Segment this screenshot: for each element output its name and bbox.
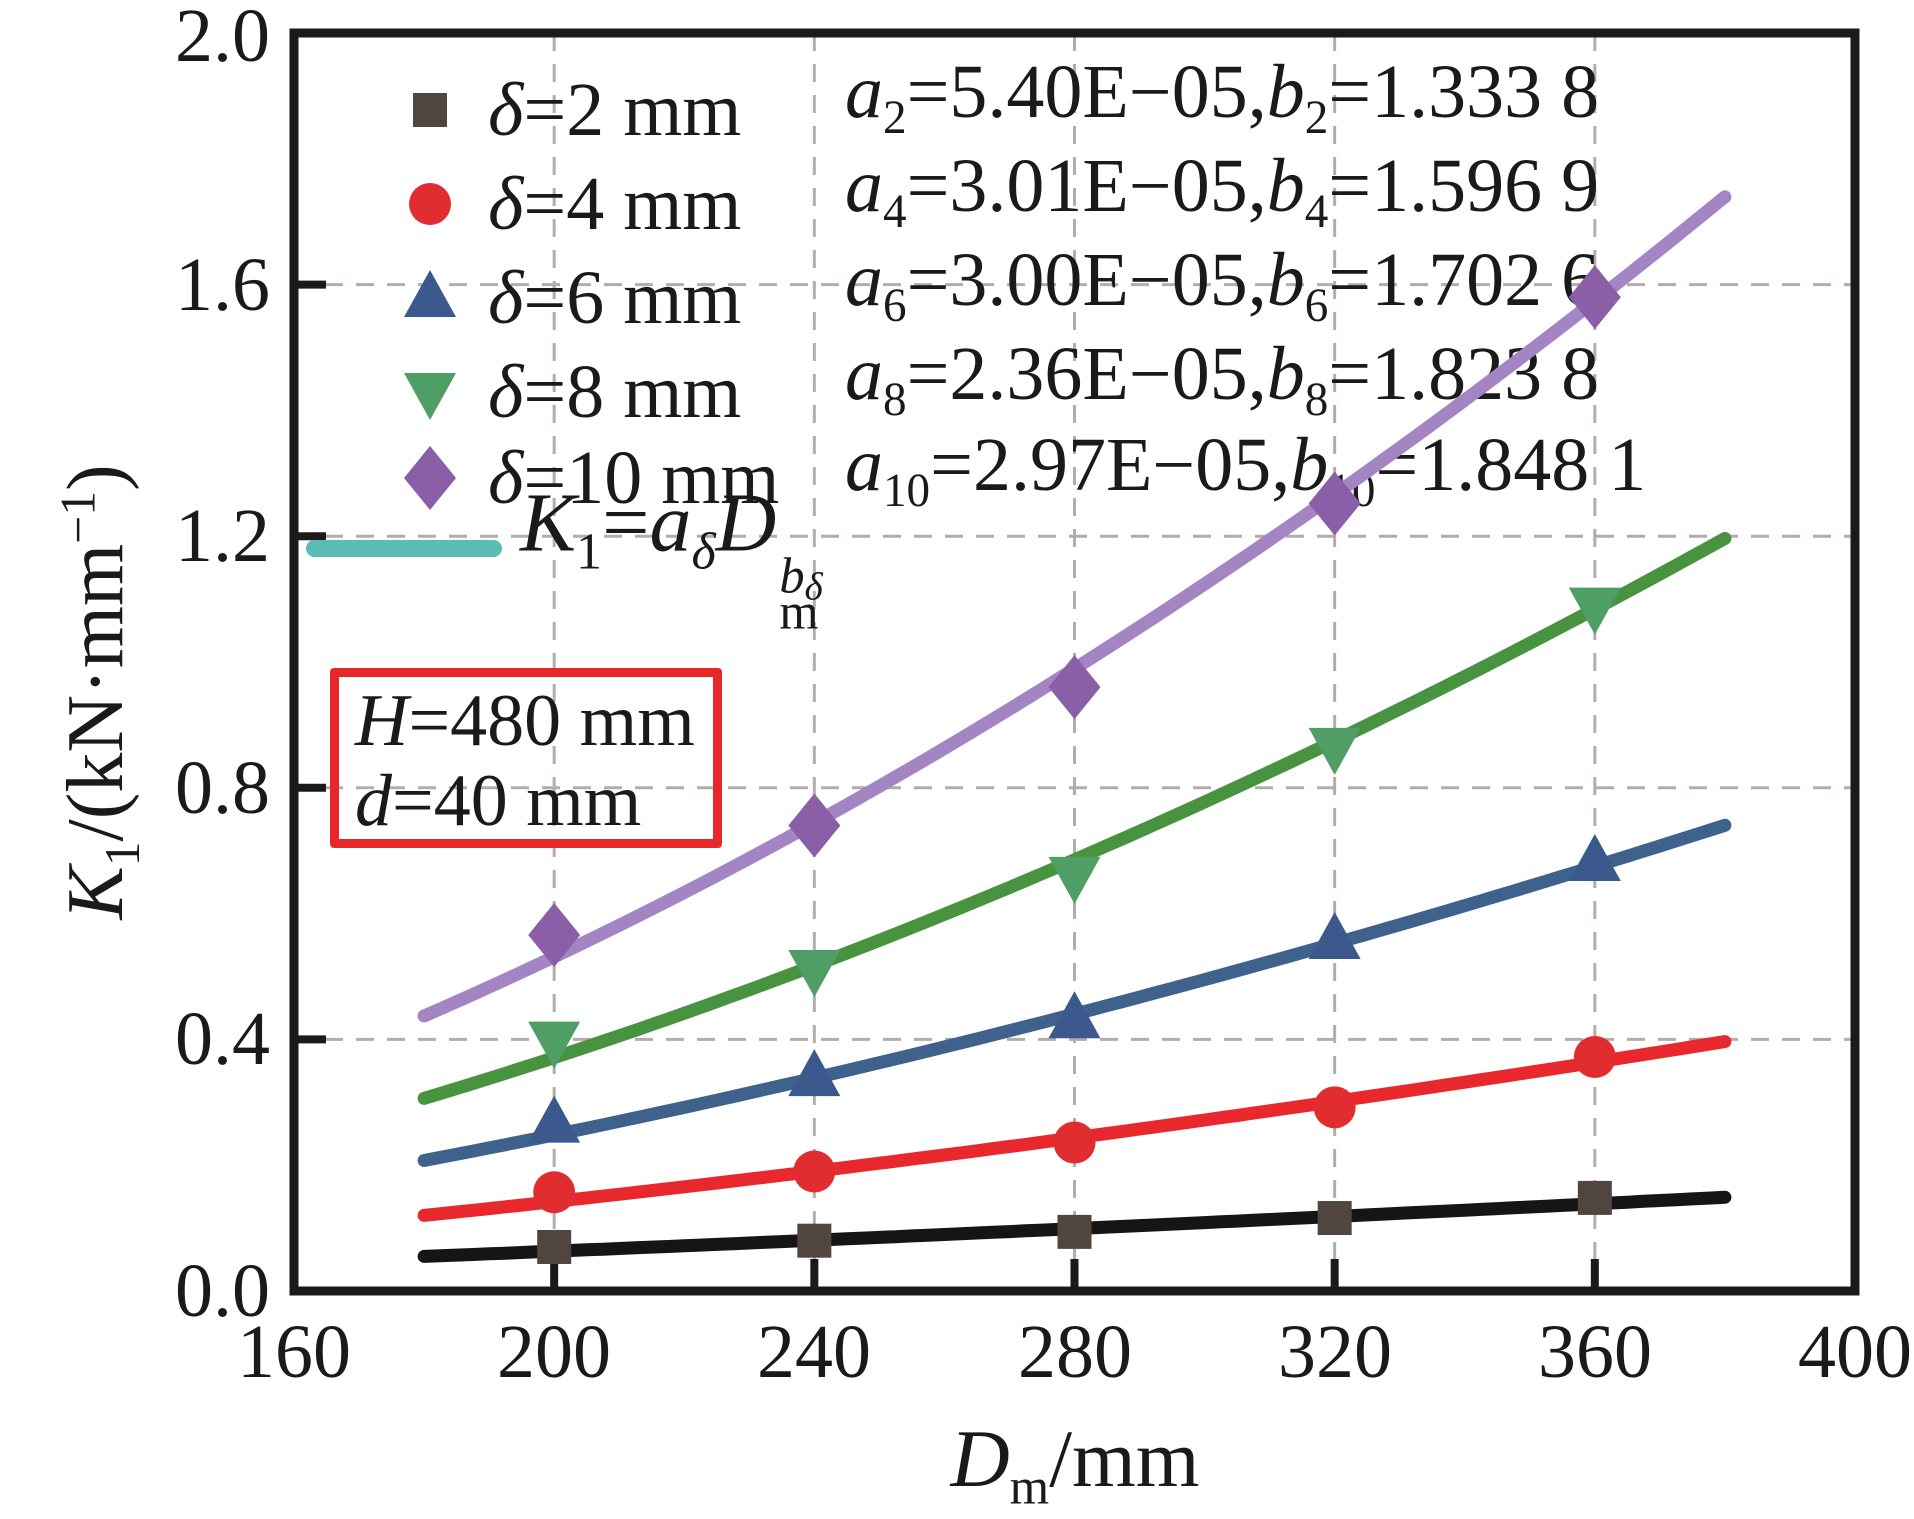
legend-marker-delta-8 <box>404 373 456 420</box>
data-point-delta-10 <box>1568 265 1621 330</box>
data-point-delta-2 <box>1317 1201 1352 1236</box>
data-point-delta-4 <box>1313 1086 1356 1129</box>
legend-marker-delta-2 <box>413 93 447 127</box>
data-point-delta-6 <box>1048 991 1101 1039</box>
fit-params-annotation-delta-2: a2=5.40E−05,b2=1.333 8 <box>845 54 1599 142</box>
ann-var: b <box>1266 144 1305 228</box>
fit-params-annotation-delta-8: a8=2.36E−05,b8=1.823 8 <box>845 336 1599 424</box>
ann-sub: 4 <box>1304 186 1329 239</box>
data-point-delta-10 <box>1048 655 1101 720</box>
data-point-delta-4 <box>1573 1036 1616 1079</box>
ann-value: =2.36E−05, <box>906 332 1267 416</box>
ann-value: =1.333 8 <box>1328 50 1600 134</box>
data-point-delta-8 <box>528 1021 581 1069</box>
ann-value: =5.40E−05, <box>906 50 1267 134</box>
ann-var: a <box>845 50 883 134</box>
ann-sub: 8 <box>883 374 907 427</box>
data-point-delta-2 <box>537 1229 572 1264</box>
data-point-delta-10 <box>528 902 581 967</box>
legend-marker-delta-4 <box>409 183 451 225</box>
data-point-delta-8 <box>788 949 841 997</box>
ann-sub: 8 <box>1304 374 1329 427</box>
ann-sub: 6 <box>883 280 907 333</box>
legend-marker-delta-6 <box>404 270 456 317</box>
ann-var: b <box>1266 238 1305 322</box>
ann-value: =1.596 9 <box>1328 144 1600 228</box>
ann-var: b <box>1266 332 1305 416</box>
data-point-delta-10 <box>1308 471 1361 536</box>
ann-sub: 10 <box>883 465 931 518</box>
legend-marker-delta-10 <box>404 446 456 510</box>
data-point-delta-6 <box>528 1095 581 1143</box>
ann-sub: 2 <box>883 92 907 145</box>
data-point-delta-4 <box>793 1150 836 1193</box>
data-point-delta-2 <box>797 1223 832 1258</box>
fit-params-annotation-delta-4: a4=3.01E−05,b4=1.596 9 <box>845 148 1599 236</box>
data-point-delta-8 <box>1048 856 1101 904</box>
data-point-delta-2 <box>1057 1214 1092 1249</box>
data-point-delta-4 <box>533 1171 576 1214</box>
data-point-delta-2 <box>1577 1180 1612 1215</box>
ann-value: =2.97E−05, <box>930 423 1291 507</box>
data-point-delta-6 <box>1568 834 1621 882</box>
data-point-delta-10 <box>788 793 841 858</box>
data-point-delta-8 <box>1308 727 1361 775</box>
ann-value: =1.702 6 <box>1328 238 1600 322</box>
data-point-delta-6 <box>1308 912 1361 960</box>
ann-var: b <box>1266 50 1305 134</box>
ann-value: =3.00E−05, <box>906 238 1267 322</box>
ann-sub: 4 <box>883 186 907 239</box>
ann-sub: 6 <box>1304 280 1329 333</box>
data-point-delta-6 <box>788 1049 841 1097</box>
ann-var: a <box>845 423 883 507</box>
ann-var: a <box>845 144 883 228</box>
fit-params-annotation-delta-6: a6=3.00E−05,b6=1.702 6 <box>845 242 1599 330</box>
ann-var: a <box>845 238 883 322</box>
ann-var: a <box>845 332 883 416</box>
data-point-delta-8 <box>1568 587 1621 635</box>
data-point-delta-4 <box>1053 1121 1096 1164</box>
ann-sub: 2 <box>1304 92 1329 145</box>
fit-params-annotation-delta-10: a10=2.97E−05,b10=1.848 1 <box>845 427 1646 515</box>
ann-value: =3.01E−05, <box>906 144 1267 228</box>
